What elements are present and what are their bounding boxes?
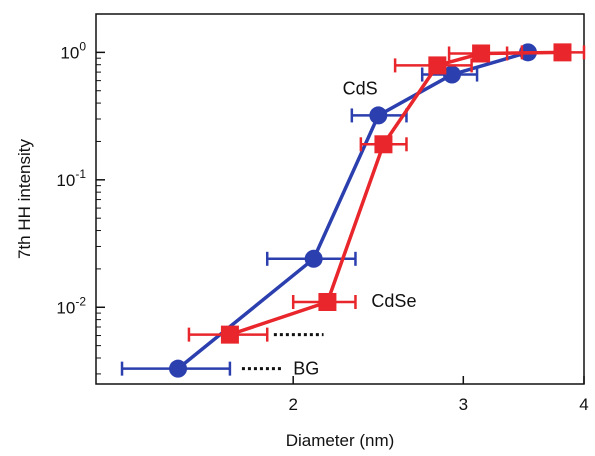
x-tick-label: 4 [579,395,588,414]
series-cdse [187,43,586,344]
x-axis-label: Diameter (nm) [286,431,395,450]
data-point [472,44,491,63]
data-point [553,43,572,62]
data-point [304,249,323,268]
y-tick-label: 10-1 [56,167,86,190]
data-series [120,43,586,378]
y-tick-exponent: -1 [75,167,86,181]
y-tick-exponent: 0 [79,39,86,53]
x-tick-label: 3 [459,395,468,414]
plot-frame [95,13,585,385]
data-point [169,359,188,378]
x-axis-ticks: 2 3 4 [288,376,589,414]
data-point [442,65,461,84]
data-point [428,56,447,75]
y-tick-label: 10-2 [56,294,86,317]
y-tick-label: 100 [60,39,86,62]
annotation-label: CdSe [371,291,416,311]
data-point [369,106,388,125]
annotations: CdS CdSe BG [293,79,416,379]
data-point [318,292,337,311]
y-axis-label: 7th HH intensity [15,139,34,259]
y-tick-base: 10 [56,171,75,190]
series-cds [120,43,537,378]
data-point [220,325,239,344]
y-tick-base: 10 [56,298,75,317]
y-tick-base: 10 [60,43,79,62]
x-tick-label: 2 [288,395,297,414]
y-tick-exponent: -2 [75,294,86,308]
series-line [176,50,529,370]
annotation-label: BG [293,359,319,379]
data-point [374,135,393,154]
annotation-label: CdS [343,79,378,99]
background-levels [241,333,324,371]
